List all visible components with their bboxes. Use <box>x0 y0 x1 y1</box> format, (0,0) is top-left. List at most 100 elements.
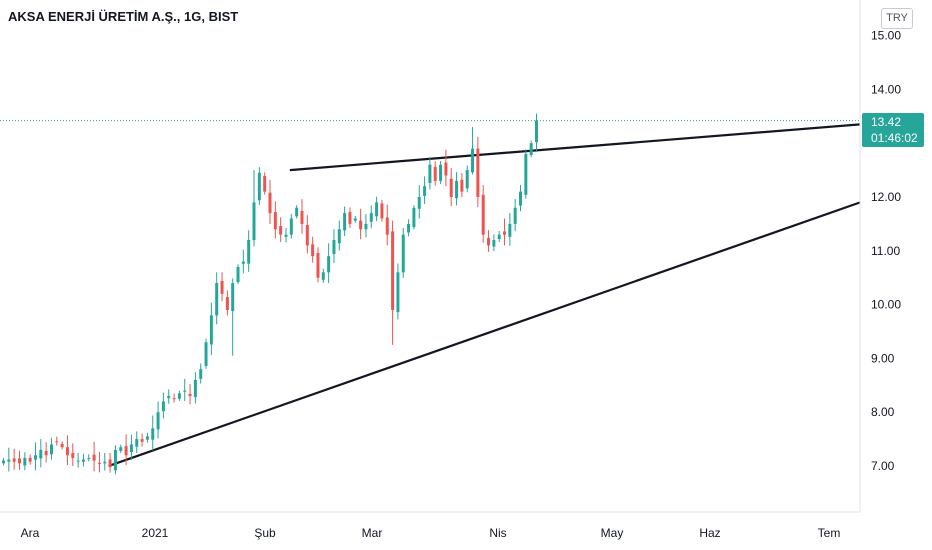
candle-body <box>145 436 149 440</box>
candle-body <box>113 449 117 471</box>
candle-body <box>492 240 496 247</box>
trendlines <box>108 123 861 468</box>
candle-body <box>44 450 48 456</box>
candle-body <box>135 439 139 447</box>
candle-body <box>300 210 304 224</box>
candle-body <box>273 212 277 230</box>
candle-body <box>161 401 165 412</box>
y-tick-label: 14.00 <box>871 82 901 96</box>
x-tick-label: Mar <box>362 526 383 540</box>
candle-body <box>284 234 288 237</box>
candle-body <box>449 178 453 197</box>
candle-body <box>39 449 43 459</box>
x-tick-label: Tem <box>818 526 841 540</box>
candle-body <box>2 460 5 464</box>
candle-body <box>311 244 315 257</box>
candle-body <box>433 166 437 181</box>
candle-body <box>167 396 171 399</box>
time-axis: Ara 2021 Şub Mar Nis May Haz Tem <box>21 526 841 540</box>
candle-body <box>327 256 331 273</box>
x-tick-label: Nis <box>489 526 506 540</box>
candle-body <box>140 439 144 442</box>
candle-body <box>49 444 53 455</box>
y-tick-label: 11.00 <box>871 244 900 258</box>
candle-body <box>375 202 379 217</box>
currency-badge[interactable]: TRY <box>881 8 913 29</box>
candle-body <box>380 203 384 219</box>
candle-body <box>236 266 240 283</box>
candle-body <box>471 148 475 173</box>
candle-body <box>401 234 405 273</box>
candle-body <box>503 231 507 235</box>
candle-body <box>332 240 336 255</box>
candle-body <box>444 162 448 176</box>
candle-body <box>348 212 352 224</box>
y-tick-label: 10.00 <box>871 298 901 312</box>
candle-body <box>177 393 181 399</box>
candle-body <box>535 120 538 143</box>
candle-body <box>476 148 480 197</box>
candle-body <box>81 459 85 462</box>
candle-body <box>108 459 112 468</box>
candle-body <box>417 197 421 209</box>
candle-body <box>455 180 459 199</box>
candle-body <box>423 186 427 196</box>
candle-body <box>359 220 363 230</box>
candle-body <box>193 379 197 398</box>
y-tick-label: 12.00 <box>871 190 901 204</box>
candle-body <box>263 176 267 192</box>
candle-body <box>71 453 75 458</box>
candle-body <box>460 179 464 192</box>
candle-body <box>156 412 160 430</box>
candle-body <box>188 393 192 397</box>
candle-body <box>353 218 357 221</box>
price-axis: 7.008.009.0010.0011.0012.0013.0014.0015.… <box>871 29 901 473</box>
last-price-value: 13.42 <box>871 115 902 129</box>
candle-body <box>199 369 203 379</box>
x-tick-label: Haz <box>699 526 720 540</box>
candle-body <box>385 217 389 235</box>
candle-body <box>508 223 512 237</box>
candle-body <box>257 172 261 201</box>
candle-body <box>428 164 432 184</box>
candle-body <box>220 280 224 294</box>
trendline <box>289 123 861 172</box>
candle-body <box>407 223 411 233</box>
candle-body <box>97 462 101 464</box>
candle-body <box>204 342 208 366</box>
candle-body <box>391 231 395 310</box>
candle-body <box>241 261 245 264</box>
candle-body <box>124 446 128 456</box>
candle-body <box>215 283 219 316</box>
candle-body <box>17 458 21 464</box>
candle-body <box>119 447 123 451</box>
candle-body <box>268 192 272 214</box>
candle-body <box>12 458 16 462</box>
candle-body <box>183 390 187 392</box>
candle-body <box>396 272 400 313</box>
candle-body <box>497 234 501 239</box>
candle-body <box>364 223 368 230</box>
candle-body <box>103 461 107 464</box>
candle-body <box>76 460 80 462</box>
candle-body <box>289 218 293 235</box>
y-tick-label: 7.00 <box>871 459 895 473</box>
y-tick-label: 8.00 <box>871 405 895 419</box>
candle-body <box>465 170 469 189</box>
x-tick-label: Ara <box>21 526 40 540</box>
y-tick-label: 15.00 <box>871 29 901 43</box>
trendline <box>108 201 861 468</box>
candle-body <box>321 272 325 280</box>
y-tick-label: 9.00 <box>871 351 895 365</box>
candle-body <box>252 202 256 241</box>
candle-body <box>33 455 37 460</box>
candle-body <box>92 454 96 461</box>
candle-body <box>247 240 251 264</box>
candles <box>2 113 538 475</box>
candle-body <box>7 459 11 462</box>
candle-body <box>481 194 485 235</box>
candle-body <box>529 143 533 156</box>
bar-countdown: 01:46:02 <box>871 131 918 145</box>
candle-body <box>129 444 133 453</box>
